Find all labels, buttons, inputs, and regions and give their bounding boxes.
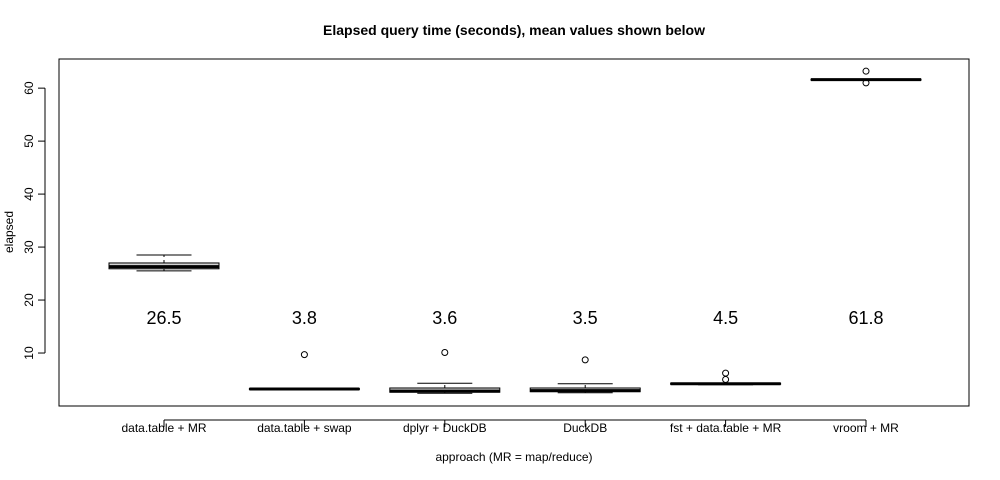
- chart-title: Elapsed query time (seconds), mean value…: [323, 22, 705, 38]
- box-1: [108, 254, 220, 272]
- x-axis: data.table + MR data.table + swap dplyr + …: [121, 419, 899, 435]
- y-axis-label: elapsed: [2, 211, 16, 253]
- mean-label: 26.5: [146, 308, 181, 328]
- mean-label: 3.8: [292, 308, 317, 328]
- y-axis: 10 20 30 40 50 60: [22, 81, 46, 360]
- mean-label: 61.8: [848, 308, 883, 328]
- y-tick-label: 30: [22, 240, 36, 254]
- x-axis-label: approach (MR = map/reduce): [435, 450, 592, 464]
- x-tick-label: data.table + MR: [121, 421, 206, 435]
- outlier-point: [300, 351, 308, 359]
- mean-labels: 26.5 3.8 3.6 3.5 4.5 61.8: [146, 308, 883, 328]
- outlier-point: [722, 376, 730, 384]
- box-2: [248, 351, 360, 391]
- outlier-point: [862, 79, 870, 87]
- mean-label: 3.5: [573, 308, 598, 328]
- y-tick-label: 60: [22, 81, 36, 95]
- box-5: [670, 369, 782, 386]
- box-6: [810, 67, 922, 87]
- y-tick-label: 40: [22, 187, 36, 201]
- outlier-point: [581, 356, 589, 364]
- x-tick-label: vroom + MR: [833, 421, 899, 435]
- box-4: [529, 356, 641, 394]
- y-tick-label: 50: [22, 134, 36, 148]
- mean-label: 3.6: [432, 308, 457, 328]
- y-tick-label: 20: [22, 293, 36, 307]
- x-tick-label: dplyr + DuckDB: [403, 421, 487, 435]
- outlier-point: [441, 348, 449, 356]
- outlier-point: [722, 369, 730, 377]
- boxes: [108, 67, 922, 394]
- plot-frame: [58, 58, 970, 407]
- outlier-point: [862, 67, 870, 75]
- y-tick-label: 10: [22, 346, 36, 360]
- x-tick-label: data.table + swap: [257, 421, 352, 435]
- box-3: [389, 348, 501, 394]
- x-tick-label: DuckDB: [563, 421, 607, 435]
- mean-label: 4.5: [713, 308, 738, 328]
- x-tick-label: fst + data.table + MR: [670, 421, 782, 435]
